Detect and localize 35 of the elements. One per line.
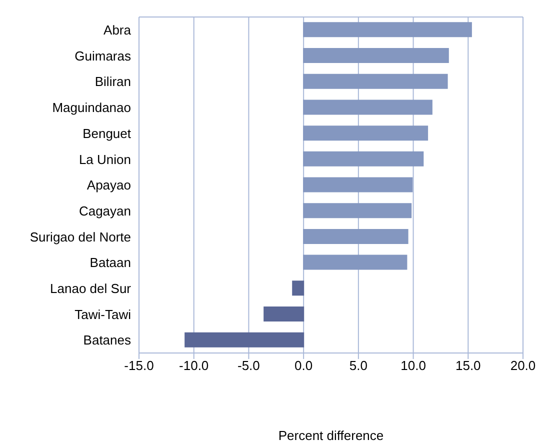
- x-tick-label: -15.0: [124, 358, 154, 374]
- bar: [303, 126, 428, 141]
- y-tick-label: Biliran: [94, 74, 131, 90]
- y-tick-label: Abra: [104, 22, 132, 38]
- x-tick-label: 15.0: [455, 358, 481, 374]
- y-tick-label: Batanes: [83, 332, 132, 348]
- y-tick-label: Lanao del Sur: [50, 281, 132, 296]
- bar: [184, 332, 304, 348]
- x-tick-label: -5.0: [238, 358, 260, 374]
- bar: [303, 151, 424, 166]
- bar: [303, 228, 408, 244]
- y-tick-label: Benguet: [82, 126, 132, 141]
- bar: [303, 22, 472, 38]
- y-tick-label: Surigao del Norte: [30, 229, 131, 244]
- y-tick-label: Guimaras: [74, 48, 132, 64]
- y-tick-label: Cagayan: [78, 203, 131, 218]
- y-tick-label: Tawi-Tawi: [74, 306, 132, 322]
- x-tick-label: 20.0: [510, 358, 536, 374]
- y-tick-label: Bataan: [90, 255, 131, 270]
- bar: [303, 100, 432, 115]
- bar: [303, 177, 413, 192]
- bar: [303, 74, 448, 89]
- x-tick-label: 0.0: [294, 358, 313, 374]
- y-tick-label: La Union: [78, 152, 131, 167]
- bar: [264, 306, 304, 322]
- bar: [303, 48, 449, 64]
- y-tick-label: Maguindanao: [52, 100, 131, 116]
- bar: [303, 203, 412, 218]
- y-tick-label: Apayao: [86, 178, 131, 193]
- x-tick-label: 10.0: [400, 358, 426, 374]
- x-tick-label: -10.0: [179, 358, 209, 374]
- bar: [303, 254, 408, 270]
- x-tick-label: 5.0: [349, 358, 368, 374]
- bar: [292, 280, 304, 296]
- x-axis-title: Percent difference: [278, 428, 384, 442]
